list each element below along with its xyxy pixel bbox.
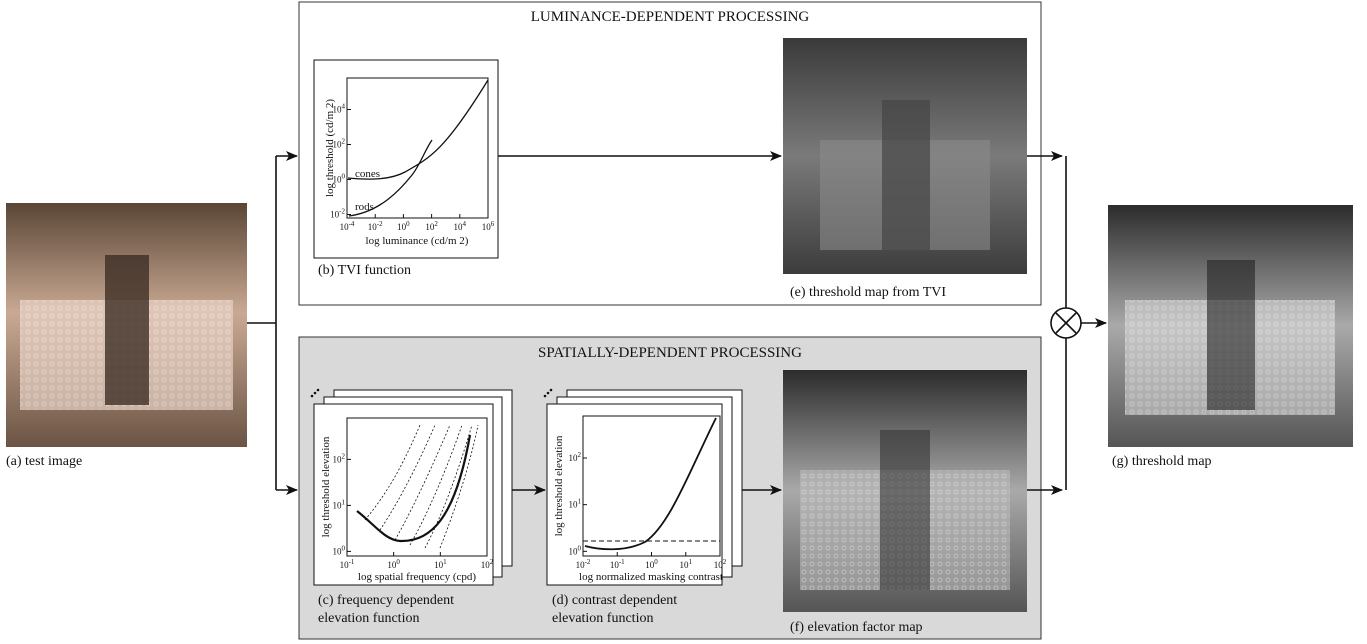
caption: (b) TVI function xyxy=(318,263,411,278)
caption: (e) threshold map from TVI xyxy=(790,285,946,300)
tick-exponent: 0 xyxy=(406,220,410,228)
tick-exponent: 2 xyxy=(342,138,346,146)
tick-exponent: 1 xyxy=(578,498,582,506)
caption: (f) elevation factor map xyxy=(790,620,923,635)
tick-exponent: 0 xyxy=(654,558,658,566)
tick-exponent: 1 xyxy=(342,498,346,506)
tick-exponent: 0 xyxy=(578,544,582,552)
tick-exponent: 1 xyxy=(443,558,447,566)
curve-label: rods xyxy=(355,201,374,213)
tick-exponent: 4 xyxy=(463,220,467,228)
test-image xyxy=(6,203,247,447)
caption: (c) frequency dependent xyxy=(318,593,454,608)
tick-exponent: 2 xyxy=(434,220,438,228)
threshold-map-image xyxy=(1108,205,1353,447)
tick-exponent: 0 xyxy=(396,558,400,566)
caption: (a) test image xyxy=(6,454,82,469)
x-axis-label: log normalized masking contrast xyxy=(579,571,723,583)
caption: elevation function xyxy=(318,611,419,626)
box-title: SPATIALLY-DEPENDENT PROCESSING xyxy=(538,345,802,361)
tick-exponent: -4 xyxy=(349,220,355,228)
tick-exponent: 2 xyxy=(490,558,494,566)
tick-exponent: 2 xyxy=(578,451,582,459)
tick-exponent: 0 xyxy=(342,544,346,552)
multiply-node xyxy=(1051,308,1081,338)
curve-label: cones xyxy=(355,168,380,180)
tick-exponent: -1 xyxy=(619,558,625,566)
x-axis-label: log luminance (cd/m 2) xyxy=(366,235,469,247)
tick-exponent: 4 xyxy=(342,103,346,111)
caption: (d) contrast dependent xyxy=(552,593,677,608)
y-axis-label: log threshold elevation xyxy=(553,435,565,536)
tick-exponent: -2 xyxy=(339,208,345,216)
tick-exponent: 2 xyxy=(342,452,346,460)
tick-exponent: 2 xyxy=(723,558,727,566)
tick-exponent: 1 xyxy=(689,558,693,566)
y-axis-label: log threshold elevation xyxy=(320,436,332,537)
caption: elevation function xyxy=(552,611,653,626)
tick-exponent: 6 xyxy=(491,220,495,228)
box-title: LUMINANCE-DEPENDENT PROCESSING xyxy=(531,9,810,25)
caption: (g) threshold map xyxy=(1112,454,1212,469)
figure: LUMINANCE-DEPENDENT PROCESSING SPATIALLY… xyxy=(0,0,1367,644)
tick-exponent: 0 xyxy=(342,173,346,181)
tick-exponent: -2 xyxy=(585,558,591,566)
tick-exponent: -2 xyxy=(377,220,383,228)
tvi-map-image xyxy=(783,38,1027,274)
elevation-map-image xyxy=(783,370,1027,612)
tick-exponent: -1 xyxy=(349,558,355,566)
x-axis-label: log spatial frequency (cpd) xyxy=(358,571,477,583)
